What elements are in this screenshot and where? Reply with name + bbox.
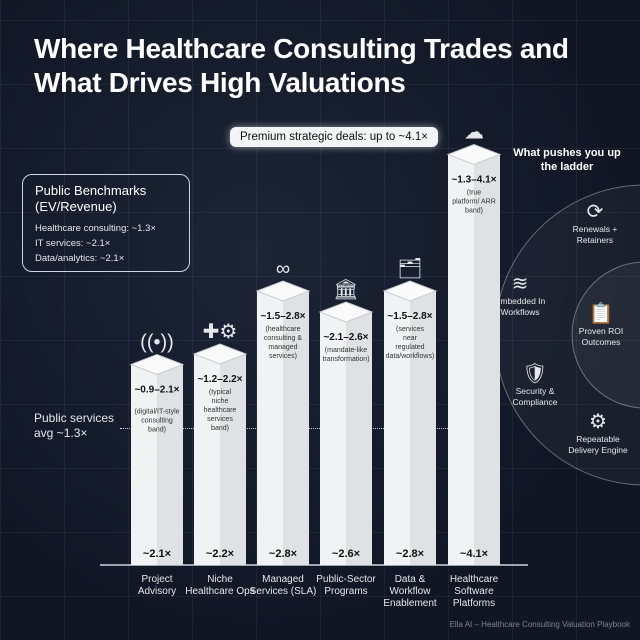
bar-range-label: ~0.9–2.1× bbox=[134, 385, 179, 396]
bar-range-label: ~2.1–2.6× bbox=[323, 332, 368, 343]
bar-shade bbox=[220, 354, 246, 565]
bar-cap bbox=[255, 280, 311, 302]
bar-value-label: ~2.8× bbox=[396, 548, 424, 560]
footer-credit: Ella AI – Healthcare Consulting Valuatio… bbox=[449, 620, 630, 629]
inner-ring bbox=[571, 261, 640, 409]
bar-shade bbox=[157, 364, 183, 565]
page-title: Where Healthcare Consulting Trades and W… bbox=[34, 33, 569, 98]
driver-delivery: ⚙ Repeatable Delivery Engine bbox=[560, 410, 636, 456]
category-label: Managed Services (SLA) bbox=[249, 574, 317, 597]
bar-range-note: band) bbox=[211, 425, 229, 432]
category-label: Public-Sector Programs bbox=[316, 574, 376, 597]
bar-cap bbox=[446, 143, 502, 166]
bar-value-label: ~2.2× bbox=[206, 548, 234, 560]
shield-lock-icon: 🛡 bbox=[522, 363, 548, 385]
benchmark-item: IT services: ~2.1× bbox=[35, 238, 111, 249]
bar-range-note: (services bbox=[396, 326, 425, 333]
bar-cap bbox=[382, 280, 438, 302]
gears-icon: ⚙ bbox=[589, 411, 607, 433]
driver-security: 🛡 Security & Compliance bbox=[500, 362, 570, 408]
bar-range-note: (digital/IT-style bbox=[134, 409, 179, 416]
bar-range-note: consulting bbox=[141, 418, 173, 425]
bar-cap bbox=[192, 343, 248, 365]
premium-callout: Premium strategic deals: up to ~4.1× bbox=[230, 127, 438, 147]
bar-range-note: platform/ ARR bbox=[452, 199, 496, 206]
bar-range-note: niche bbox=[212, 398, 229, 405]
public-avg-label: Public services avg ~1.3× bbox=[34, 411, 115, 440]
refresh-icon: ⟳ bbox=[586, 201, 604, 223]
bar-range-note: data/workflows) bbox=[386, 353, 435, 360]
clipboard-chart-icon: 📋 bbox=[588, 303, 614, 325]
driver-roi: 📋 Proven ROI Outcomes bbox=[566, 302, 636, 348]
bar-range-note: (mandate-like bbox=[325, 347, 368, 354]
bar-range-note: regulated bbox=[395, 344, 424, 351]
bar-cap bbox=[129, 353, 185, 376]
government-badge-icon: 🏛 bbox=[333, 278, 358, 301]
bar-range-note: (true bbox=[467, 190, 482, 197]
bar-range-note: transformation) bbox=[322, 356, 369, 363]
category-label: Niche Healthcare Ops bbox=[185, 574, 255, 597]
bar-range-note: band) bbox=[465, 208, 483, 215]
driver-renewals: ⟳ Renewals + Retainers bbox=[557, 200, 633, 246]
category-label: Healthcare Software Platforms bbox=[449, 574, 499, 609]
benchmark-item: Data/analytics: ~2.1× bbox=[35, 253, 125, 264]
bar-shade bbox=[283, 291, 309, 565]
bar-range-note: healthcare bbox=[204, 407, 237, 414]
bar-shade bbox=[410, 291, 436, 565]
layers-plug-icon: ≋ bbox=[511, 273, 529, 295]
bar-range-note: band) bbox=[148, 427, 166, 434]
data-flow-icon: 🗂 bbox=[397, 258, 422, 280]
bar-value-label: ~2.8× bbox=[269, 548, 297, 560]
public-benchmarks-box: Public Benchmarks (EV/Revenue) Healthcar… bbox=[22, 174, 190, 272]
bar-range-note: (healthcare bbox=[265, 326, 300, 333]
benchmark-item: Healthcare consulting: ~1.3× bbox=[35, 223, 156, 234]
public-avg-line bbox=[120, 428, 500, 429]
bar-value-label: ~4.1× bbox=[460, 548, 488, 560]
bar-range-note: near bbox=[403, 335, 418, 342]
bar-cap bbox=[318, 301, 374, 323]
bar-value-label: ~2.1× bbox=[143, 548, 171, 560]
category-label: Data & Workflow Enablement bbox=[383, 574, 437, 609]
benchmarks-heading: Public Benchmarks (EV/Revenue) bbox=[35, 183, 147, 214]
bar-shade bbox=[346, 312, 372, 565]
antenna-icon: ((•)) bbox=[140, 332, 174, 354]
bar-value-label: ~2.6× bbox=[332, 548, 360, 560]
driver-embedded: ≋ Embedded In Workflows bbox=[490, 272, 550, 318]
bar-range-note: (typical bbox=[209, 389, 232, 396]
bar-range-label: ~1.5–2.8× bbox=[260, 311, 305, 322]
category-label: Project Advisory bbox=[137, 574, 177, 597]
bar-range-note: services bbox=[207, 416, 233, 423]
bar-range-label: ~1.2–2.2× bbox=[197, 374, 242, 385]
bar-range-note: managed bbox=[268, 344, 297, 351]
drivers-heading: What pushes you up the ladder bbox=[513, 147, 621, 173]
bar-shade bbox=[474, 154, 500, 565]
bar-range-note: services) bbox=[269, 353, 297, 360]
bar-range-label: ~1.5–2.8× bbox=[387, 311, 432, 322]
medical-gear-icon: ✚⚙ bbox=[203, 321, 238, 343]
cloud-icon: ☁ bbox=[464, 122, 484, 144]
bar-range-label: ~1.3–4.1× bbox=[451, 175, 496, 186]
infinity-clock-icon: ∞ bbox=[276, 258, 290, 280]
bar-range-note: consulting & bbox=[264, 335, 302, 342]
